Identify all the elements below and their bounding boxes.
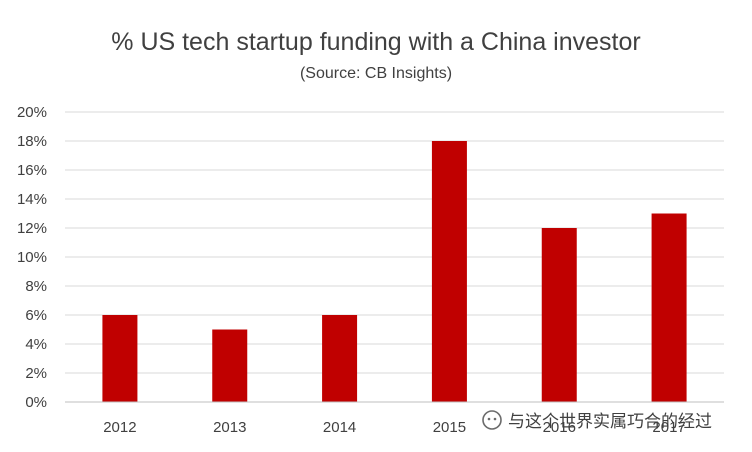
y-tick-label: 4% xyxy=(25,336,47,353)
y-tick-label: 12% xyxy=(17,220,47,237)
y-tick-label: 16% xyxy=(17,162,47,179)
bars xyxy=(102,141,687,402)
bar-2014 xyxy=(322,315,358,402)
y-tick-label: 2% xyxy=(25,365,47,382)
watermark-text: 与这个世界实属巧合的经过 xyxy=(508,412,712,431)
y-tick-label: 20% xyxy=(17,104,47,121)
bar-2012 xyxy=(102,315,138,402)
y-axis-ticks: 0% 2% 4% 6% 8% 10% 12% 14% 16% 18% 20% xyxy=(17,104,47,411)
bar-2017 xyxy=(651,213,687,402)
bar-2015 xyxy=(431,141,467,402)
x-tick-label: 2012 xyxy=(103,419,136,436)
x-tick-label: 2017 xyxy=(652,419,685,436)
x-axis-ticks: 2012 2013 2014 2015 2016 2017 xyxy=(103,419,686,436)
y-tick-label: 8% xyxy=(25,278,47,295)
bar-2013 xyxy=(212,329,248,402)
gridlines xyxy=(65,111,724,374)
x-tick-label: 2014 xyxy=(323,419,356,436)
x-tick-label: 2013 xyxy=(213,419,246,436)
y-tick-label: 10% xyxy=(17,249,47,266)
chart-title: % US tech startup funding with a China i… xyxy=(111,28,640,56)
y-tick-label: 0% xyxy=(25,394,47,411)
watermark: 与这个世界实属巧合的经过 xyxy=(482,410,712,431)
bar-2016 xyxy=(541,228,577,402)
chart-subtitle: (Source: CB Insights) xyxy=(300,65,452,82)
wechat-icon xyxy=(482,410,502,430)
y-tick-label: 18% xyxy=(17,133,47,150)
y-tick-label: 6% xyxy=(25,307,47,324)
x-tick-label: 2016 xyxy=(543,419,576,436)
y-tick-label: 14% xyxy=(17,191,47,208)
x-tick-label: 2015 xyxy=(433,419,466,436)
